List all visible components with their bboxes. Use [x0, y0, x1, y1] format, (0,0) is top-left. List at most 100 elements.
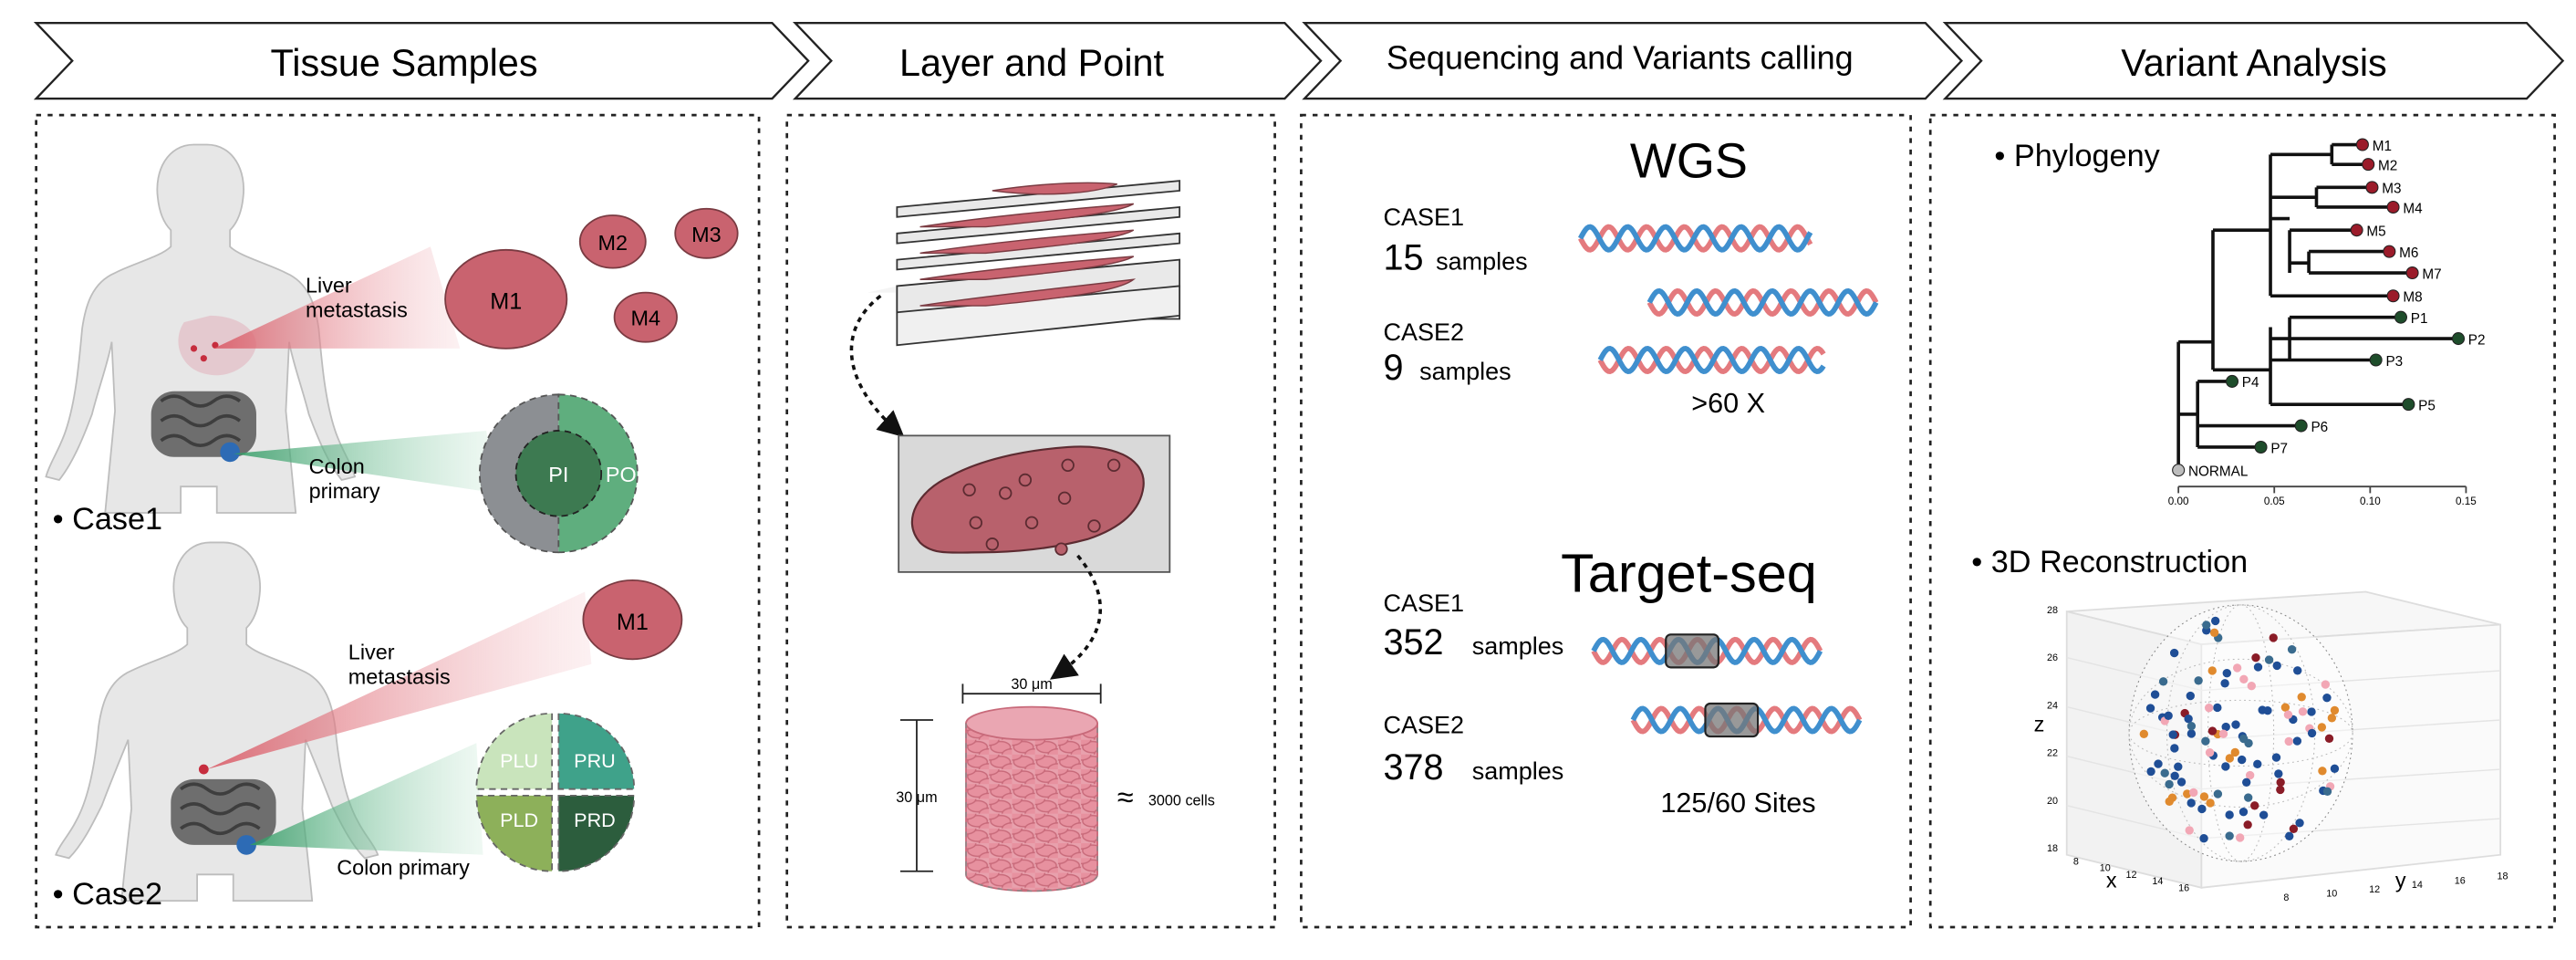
case1-bullet: • Case1	[53, 502, 162, 537]
target-case2-count: 378	[1383, 747, 1443, 788]
header-layer: Layer and Point	[792, 22, 1323, 100]
z-tick-label: 22	[2047, 748, 2058, 759]
y-tick-label: 10	[2326, 888, 2337, 899]
recon-point	[2225, 810, 2234, 819]
tree-tip-label: M8	[2403, 290, 2422, 306]
case2-primary-quadrants: PLU PRU PLD PRD	[475, 712, 636, 872]
dna-helix	[1597, 345, 1826, 375]
case1-outer-label: PO	[606, 463, 637, 486]
recon-point	[2318, 767, 2327, 776]
recon-point	[2186, 721, 2197, 731]
wgs-case2-unit: samples	[1419, 358, 1511, 385]
recon-point	[2264, 655, 2274, 664]
tree-tip-label: M3	[2382, 182, 2401, 197]
tree-tip-node	[2402, 398, 2415, 412]
recon-point	[2209, 628, 2219, 638]
tree-tip-node	[2369, 353, 2383, 367]
case1-inner-label: PI	[548, 463, 568, 486]
panel-borders	[35, 113, 2556, 929]
width-label: 30 μm	[1011, 676, 1052, 693]
tree-tip-label: NORMAL	[2188, 464, 2248, 479]
recon-point	[2271, 753, 2281, 762]
header-tissue-label: Tissue Samples	[271, 42, 538, 84]
wgs-case1-count: 15	[1383, 237, 1423, 277]
recon-point	[2263, 706, 2272, 715]
header-variant: Variant Analysis	[1942, 22, 2565, 100]
panel-tissue	[35, 113, 761, 929]
case2-liver-label: metastasis	[348, 664, 451, 688]
recon-point	[2210, 616, 2220, 626]
header-tissue: Tissue Samples	[33, 22, 810, 100]
case1-body	[45, 143, 357, 514]
recon-point	[2293, 666, 2302, 675]
case2-liver-label: Liver	[348, 640, 395, 663]
recon-point	[2222, 668, 2231, 678]
tree-axis-tick-label: 0.05	[2264, 496, 2285, 507]
recon-point	[2283, 710, 2293, 719]
tree-tip-label: P7	[2270, 441, 2288, 456]
y-tick-label: 14	[2412, 880, 2423, 891]
case1-liver-beam	[213, 246, 461, 349]
recon-point	[2322, 787, 2332, 797]
recon-point	[2221, 762, 2230, 771]
recon-point	[2280, 703, 2290, 712]
cells-label: 3000 cells	[1148, 793, 1215, 809]
recon-point	[2183, 789, 2192, 798]
target-case1-count: 352	[1383, 622, 1443, 663]
reconstruction-plot: 18 20 22 24 26 28 8 10 12 14 16 8 10 12 14 16 18	[2047, 590, 2508, 903]
target-case1-unit: samples	[1472, 632, 1564, 660]
target-region-box	[1665, 633, 1719, 669]
z-tick-label: 20	[2047, 796, 2058, 807]
recon-point	[2186, 729, 2197, 738]
tree-tip-label: M6	[2399, 245, 2418, 261]
tree-tip-label: M5	[2366, 224, 2385, 239]
recon-point	[2199, 792, 2209, 801]
recon-point	[2247, 682, 2256, 691]
recon-point	[2298, 707, 2308, 716]
x-tick-label: 14	[2152, 876, 2163, 887]
recon-point	[2276, 785, 2285, 795]
recon-point	[2204, 703, 2214, 713]
recon-point	[2245, 770, 2255, 780]
case1-colon-label: primary	[309, 479, 380, 503]
recon-point	[2205, 747, 2215, 757]
recon-point	[2244, 793, 2253, 802]
recon-point	[2259, 810, 2269, 819]
approx-symbol: ≈	[1117, 780, 1134, 813]
recon-point	[2165, 797, 2174, 807]
cylinder-dimensions	[899, 683, 1102, 872]
recon-title: • 3D Reconstruction	[1971, 545, 2248, 579]
recon-point	[2189, 788, 2198, 798]
header-layer-label: Layer and Point	[899, 42, 1165, 84]
x-tick-label: 12	[2126, 870, 2137, 881]
case2-liver-beam	[206, 591, 592, 770]
recon-point	[2274, 769, 2283, 778]
tree-tip-node	[2394, 310, 2407, 324]
z-tick-label: 24	[2047, 700, 2058, 711]
recon-point	[2206, 798, 2215, 808]
recon-point	[2253, 663, 2263, 672]
tree-tip-label: P3	[2385, 354, 2403, 370]
z-axis-label: z	[2034, 713, 2045, 736]
y-axis-label: y	[2395, 869, 2406, 892]
recon-point	[2158, 677, 2168, 686]
layer-stack	[867, 180, 1181, 347]
case2-colon-label: Colon primary	[337, 855, 470, 879]
dna-helices	[1578, 224, 1879, 738]
recon-point	[2251, 653, 2260, 663]
recon-point	[2244, 738, 2253, 748]
target-case1-label: CASE1	[1383, 590, 1464, 617]
case1-met-label: M1	[490, 289, 522, 315]
tree-tip-node	[2172, 464, 2186, 477]
recon-point	[2169, 648, 2179, 658]
recon-point	[2250, 801, 2259, 810]
recon-point	[2287, 645, 2297, 654]
dna-helix	[1630, 702, 1863, 738]
case1-met-label: M2	[598, 231, 628, 255]
coverage-label: >60 X	[1691, 388, 1765, 419]
recon-point	[2232, 663, 2242, 673]
tree-tip-label: P2	[2468, 332, 2486, 348]
target-title: Target-seq	[1561, 542, 1817, 603]
recon-point	[2292, 736, 2302, 746]
